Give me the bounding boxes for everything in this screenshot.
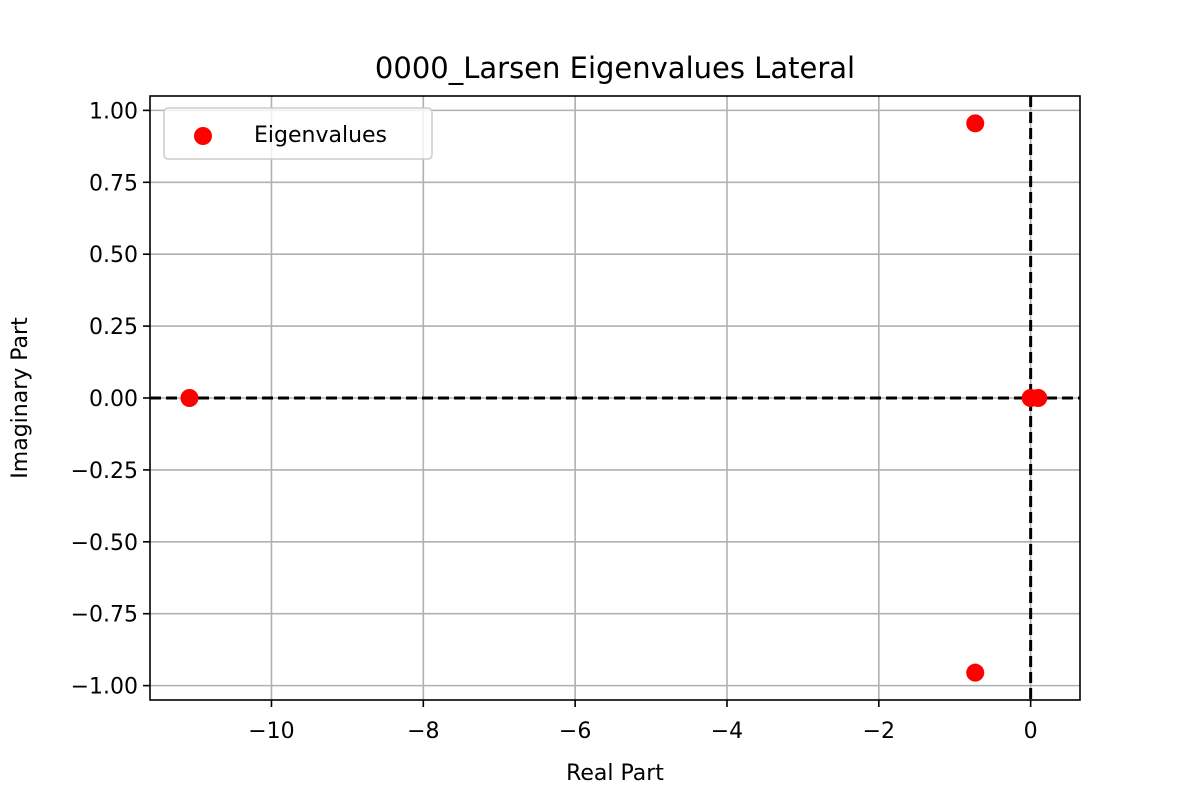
y-tick-label: 0.25 [89, 315, 138, 340]
y-tick-label: −0.75 [71, 603, 138, 628]
x-tick-label: 0 [1024, 719, 1038, 744]
data-point [966, 663, 985, 682]
y-tick-label: −1.00 [71, 675, 138, 700]
x-tick-label: −4 [711, 719, 743, 744]
legend-marker [194, 127, 212, 145]
y-tick-label: 0.50 [89, 243, 138, 268]
x-axis-ticks: −10 −8 −6 −4 −2 0 [248, 700, 1038, 744]
y-tick-label: −0.50 [71, 531, 138, 556]
legend-label: Eigenvalues [254, 123, 387, 148]
data-point [966, 114, 985, 133]
legend: Eigenvalues [163, 107, 433, 160]
y-axis-ticks: 1.00 0.75 0.50 0.25 0.00 −0.25 −0.50 −0.75 −1.00 [71, 99, 150, 700]
x-tick-label: −10 [248, 719, 294, 744]
data-points [180, 114, 1048, 682]
y-tick-label: 0.00 [89, 387, 138, 412]
reference-lines [150, 96, 1080, 700]
y-tick-label: 1.00 [89, 99, 138, 124]
y-tick-label: −0.25 [71, 459, 138, 484]
x-tick-label: −8 [407, 719, 439, 744]
y-tick-label: 0.75 [89, 171, 138, 196]
data-point [1029, 389, 1048, 407]
legend-box [163, 107, 433, 160]
x-tick-label: −2 [863, 719, 895, 744]
y-axis-label: Imaginary Part [8, 317, 33, 479]
x-axis-label: Real Part [566, 761, 664, 786]
x-tick-label: −6 [559, 719, 591, 744]
chart-title: 0000_Larsen Eigenvalues Lateral [375, 51, 855, 85]
data-point [180, 389, 199, 407]
